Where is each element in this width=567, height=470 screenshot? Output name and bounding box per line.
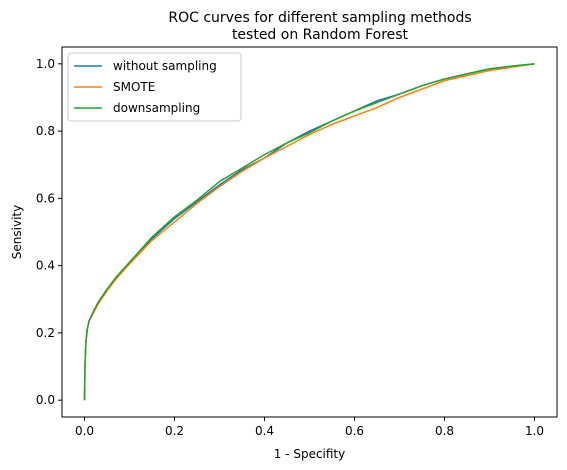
legend-label-1: without sampling	[113, 59, 217, 73]
y-tick-label: 0.2	[36, 326, 55, 340]
y-axis-ticks: 0.0 0.2 0.4 0.6 0.8 1.0	[36, 57, 62, 407]
x-tick-label: 0.0	[75, 424, 94, 438]
y-tick-label: 0.0	[36, 393, 55, 407]
y-tick-label: 0.6	[36, 191, 55, 205]
legend: without sampling SMOTE downsampling	[68, 53, 241, 121]
x-tick-label: 0.8	[435, 424, 454, 438]
chart-title-line1: ROC curves for different sampling method…	[168, 10, 471, 26]
legend-label-3: downsampling	[113, 101, 200, 115]
legend-label-2: SMOTE	[113, 80, 155, 94]
y-tick-label: 1.0	[36, 57, 55, 71]
y-tick-label: 0.8	[36, 124, 55, 138]
x-axis-label: 1 - Specifity	[274, 447, 346, 461]
y-axis-label: Sensivity	[10, 205, 24, 259]
x-tick-label: 1.0	[525, 424, 544, 438]
chart-title-line2: tested on Random Forest	[232, 27, 409, 43]
x-axis-ticks: 0.0 0.2 0.4 0.6 0.8 1.0	[75, 417, 544, 438]
x-tick-label: 0.6	[345, 424, 364, 438]
y-tick-label: 0.4	[36, 259, 55, 273]
x-tick-label: 0.2	[165, 424, 184, 438]
x-tick-label: 0.4	[255, 424, 274, 438]
